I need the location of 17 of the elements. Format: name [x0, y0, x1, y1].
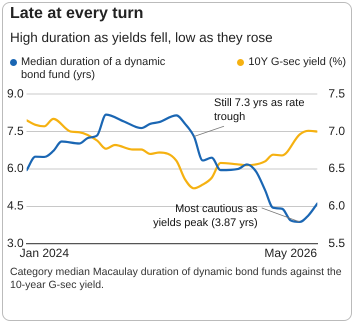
chart-subtitle: High duration as yields fell, low as they rose — [10, 30, 273, 45]
y2-tick-label: 7.5 — [328, 86, 346, 101]
text: Category median Macaulay duration of dynamic bond funds against the 10-year G-sec yield. — [10, 266, 343, 292]
legend-label: 10Y G-sec yield (%) — [248, 56, 346, 69]
y2-tick-label: 6.5 — [328, 161, 346, 176]
y2-tick-label: 5.5 — [328, 236, 346, 250]
legend-label: Median duration of a dynamic bond fund (yrs) — [21, 56, 166, 82]
y-tick-label: 7.5 — [6, 124, 24, 138]
y-tick-label: 6.0 — [6, 161, 24, 176]
x-tick-label: May 2026 — [264, 246, 318, 260]
y2-tick-label: 6.0 — [328, 198, 346, 213]
y-tick-label: 4.5 — [6, 198, 24, 213]
y-tick-label: 9.0 — [6, 86, 24, 101]
annotation: Most cautious as yields peak (3.87 yrs) — [153, 202, 258, 229]
annotation: Still 7.3 yrs as rate trough — [214, 97, 304, 124]
y2-tick-label: 7.0 — [328, 124, 346, 138]
chart-title: Late at every turn — [10, 5, 144, 23]
